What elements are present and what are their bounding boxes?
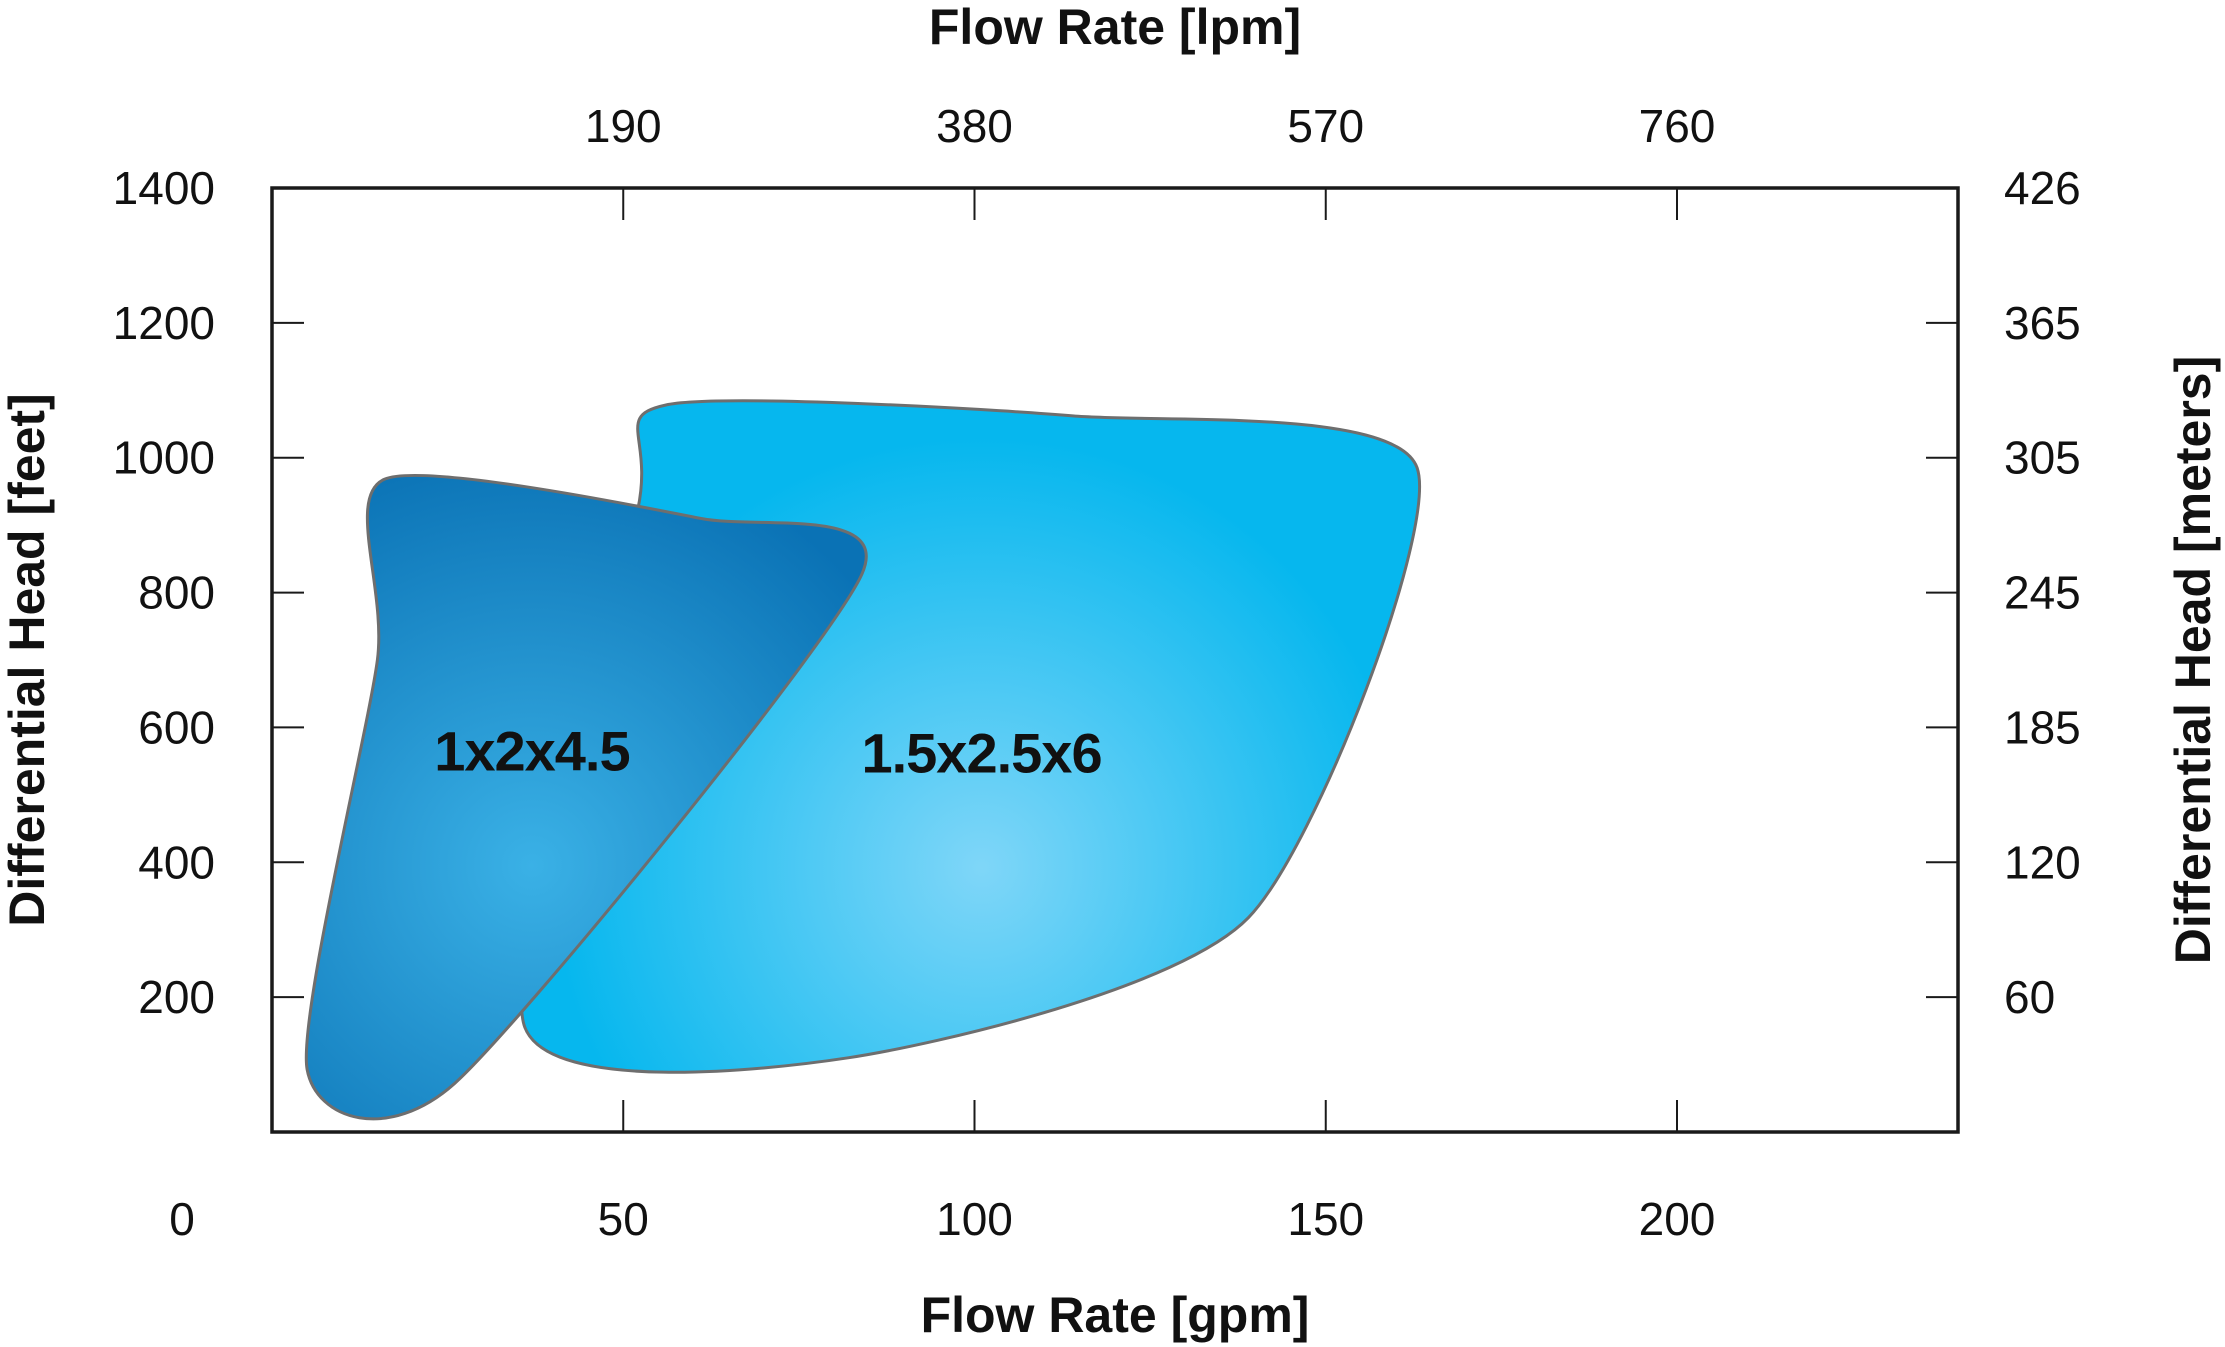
y2-tick-label: 185: [2004, 701, 2081, 753]
region-label-1x2x4-5: 1x2x4.5: [434, 720, 629, 783]
x-axis-title-bottom: Flow Rate [gpm]: [921, 1287, 1310, 1343]
y2-tick-label: 365: [2004, 297, 2081, 349]
x2-tick-label: 760: [1639, 100, 1716, 152]
y-tick-label: 400: [138, 836, 215, 888]
y-axis-title-right: Differential Head [meters]: [2165, 356, 2221, 965]
y2-tick-label: 60: [2004, 971, 2055, 1023]
plot-frame: [270, 186, 1960, 1134]
y2-tick-label: 305: [2004, 432, 2081, 484]
region-labels: 1.5x2.5x6 1x2x4.5: [434, 720, 1102, 785]
y-tick-label: 1200: [113, 297, 215, 349]
x-tick-label: 50: [598, 1193, 649, 1245]
y-tick-label: 600: [138, 701, 215, 753]
axis-ticks: [272, 188, 1958, 1132]
x2-tick-label: 380: [936, 100, 1013, 152]
x2-tick-label: 570: [1287, 100, 1364, 152]
region-label-1-5x2-5x6: 1.5x2.5x6: [861, 722, 1101, 785]
coverage-regions: [304, 399, 1421, 1121]
region-1x2x4-5: [304, 473, 868, 1121]
x-tick-label: 0: [169, 1193, 195, 1245]
y2-tick-label: 245: [2004, 567, 2081, 619]
y2-tick-label: 120: [2004, 836, 2081, 888]
x-tick-label: 150: [1287, 1193, 1364, 1245]
y2-tick-label: 426: [2004, 162, 2081, 214]
y-tick-label: 1000: [113, 432, 215, 484]
x-tick-label: 200: [1639, 1193, 1716, 1245]
axis-tick-labels: 0 50 100 150 200 190 380 570 760 200 400 600 800 1000…: [113, 100, 2081, 1245]
y-axis-title-left: Differential Head [feet]: [0, 393, 55, 926]
y-tick-label: 1400: [113, 162, 215, 214]
y-tick-label: 800: [138, 567, 215, 619]
x-axis-title-top: Flow Rate [lpm]: [929, 0, 1301, 55]
y-tick-label: 200: [138, 971, 215, 1023]
x2-tick-label: 190: [585, 100, 662, 152]
x-tick-label: 100: [936, 1193, 1013, 1245]
